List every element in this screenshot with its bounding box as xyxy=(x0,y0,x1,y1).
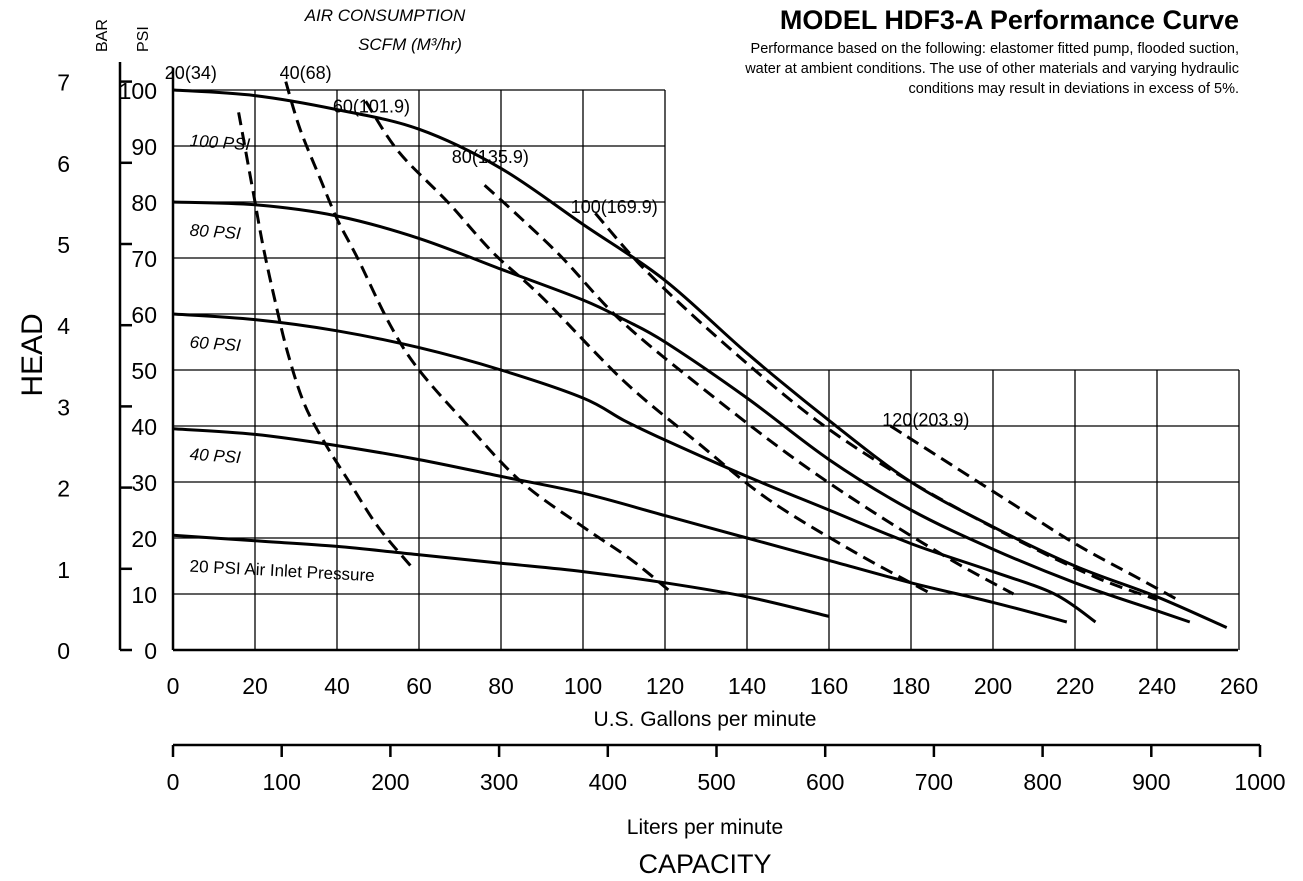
lpm-tick-label: 1000 xyxy=(1234,769,1285,795)
pressure-curve xyxy=(172,533,830,618)
gpm-tick-label: 80 xyxy=(488,673,514,699)
gpm-tick-label: 60 xyxy=(406,673,432,699)
air-curve xyxy=(364,100,933,596)
psi-ticks: 0 10 20 30 40 50 60 70 80 90 100 xyxy=(119,78,157,664)
axes xyxy=(118,62,1260,747)
psi-tick-label: 10 xyxy=(131,582,157,608)
bar-tick-label: 3 xyxy=(57,394,70,420)
air-consumption-unit: SCFM (M³/hr) xyxy=(358,35,462,54)
gpm-tick-label: 40 xyxy=(324,673,350,699)
gpm-axis-label: U.S. Gallons per minute xyxy=(594,708,817,731)
psi-tick-label: 30 xyxy=(131,470,157,496)
bar-tick-label: 4 xyxy=(57,313,70,339)
gpm-tick-label: 20 xyxy=(242,673,268,699)
grid xyxy=(171,67,1240,650)
bar-tick-label: 6 xyxy=(57,151,70,177)
x-axis-title: CAPACITY xyxy=(638,849,771,879)
gpm-tick-label: 140 xyxy=(728,673,766,699)
bar-tick-label: 7 xyxy=(57,70,70,96)
lpm-tick-label: 600 xyxy=(806,769,844,795)
gpm-tick-label: 180 xyxy=(892,673,930,699)
gpm-tick-label: 100 xyxy=(564,673,602,699)
lpm-tick-label: 200 xyxy=(371,769,409,795)
pressure-curve-label: 60 PSI xyxy=(189,333,242,356)
bar-unit-label: BAR xyxy=(94,19,111,52)
lpm-tick-label: 300 xyxy=(480,769,518,795)
bar-tick-label: 2 xyxy=(57,476,70,502)
chart-note-line-3: conditions may result in deviations in e… xyxy=(909,81,1239,97)
lpm-tick-label: 900 xyxy=(1132,769,1170,795)
air-curve xyxy=(237,112,412,567)
gpm-tick-label: 260 xyxy=(1220,673,1258,699)
lpm-tick-label: 400 xyxy=(589,769,627,795)
air-curve-label: 60(101.9) xyxy=(333,96,410,116)
air-curve-label: 20(34) xyxy=(165,63,217,83)
psi-tick-label: 50 xyxy=(131,358,157,384)
lpm-tick-label: 700 xyxy=(915,769,953,795)
pressure-curve-label: 100 PSI xyxy=(189,131,251,154)
pressure-curve-label: 80 PSI xyxy=(189,221,242,244)
air-curve xyxy=(889,424,1179,601)
lpm-ticks: 0 100 200 300 400 500 600 700 800 900 1000 xyxy=(167,745,1286,795)
lpm-tick-label: 800 xyxy=(1023,769,1061,795)
psi-tick-label: 70 xyxy=(131,246,157,272)
psi-tick-label: 20 xyxy=(131,526,157,552)
gpm-ticks: 0 20 40 60 80 100 120 140 160 180 200 220 240 260 xyxy=(167,673,1259,699)
bar-ticks: 0 1 2 3 4 5 6 7 xyxy=(57,70,132,664)
air-curve-label: 120(203.9) xyxy=(882,410,969,430)
psi-unit-label: PSI xyxy=(135,26,152,52)
pressure-curve xyxy=(172,427,1068,624)
chart-note-line-1: Performance based on the following: elas… xyxy=(751,41,1239,57)
air-consumption-title: AIR CONSUMPTION xyxy=(304,6,466,25)
y-axis-title: HEAD xyxy=(16,313,49,396)
chart-note-line-2: water at ambient conditions. The use of … xyxy=(744,61,1239,77)
pressure-curve xyxy=(172,200,1191,624)
bar-tick-label: 5 xyxy=(57,232,70,258)
pressure-curve-label: 40 PSI xyxy=(189,445,242,468)
gpm-tick-label: 120 xyxy=(646,673,684,699)
pressure-curve xyxy=(172,312,1097,624)
air-curve-label: 80(135.9) xyxy=(452,147,529,167)
lpm-tick-label: 500 xyxy=(697,769,735,795)
psi-tick-label: 40 xyxy=(131,414,157,440)
psi-tick-label: 90 xyxy=(131,134,157,160)
air-curve-label: 40(68) xyxy=(280,63,332,83)
chart-title: MODEL HDF3-A Performance Curve xyxy=(780,5,1239,35)
gpm-tick-label: 0 xyxy=(167,673,180,699)
air-curve-label: 100(169.9) xyxy=(571,197,658,217)
gpm-tick-label: 220 xyxy=(1056,673,1094,699)
pressure-curve xyxy=(172,88,1228,629)
pressure-curves xyxy=(172,88,1228,629)
lpm-tick-label: 100 xyxy=(263,769,301,795)
air-curve xyxy=(594,212,1158,602)
psi-tick-label: 80 xyxy=(131,190,157,216)
lpm-axis-label: Liters per minute xyxy=(627,816,783,839)
air-curve xyxy=(284,81,675,596)
bar-tick-label: 1 xyxy=(57,557,70,583)
lpm-tick-label: 0 xyxy=(167,769,180,795)
gpm-tick-label: 240 xyxy=(1138,673,1176,699)
air-curves xyxy=(237,81,1179,602)
psi-tick-label: 60 xyxy=(131,302,157,328)
air-curve xyxy=(483,184,1015,596)
psi-tick-label: 0 xyxy=(144,638,157,664)
pressure-curve-label: 20 PSI Air Inlet Pressure xyxy=(189,557,375,586)
bar-tick-label: 0 xyxy=(57,638,70,664)
gpm-tick-label: 200 xyxy=(974,673,1012,699)
gpm-tick-label: 160 xyxy=(810,673,848,699)
psi-tick-label: 100 xyxy=(119,78,157,104)
